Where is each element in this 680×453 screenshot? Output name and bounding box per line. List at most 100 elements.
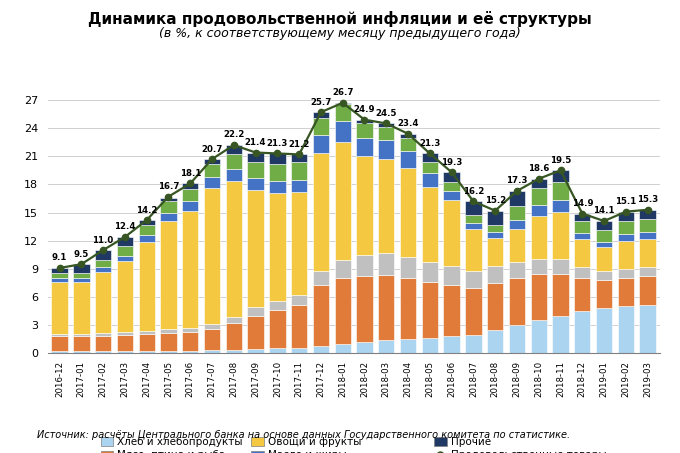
- Bar: [117, 256, 133, 261]
- Bar: [52, 273, 68, 278]
- Bar: [530, 188, 547, 205]
- Bar: [596, 308, 612, 353]
- Bar: [335, 278, 351, 344]
- Bar: [226, 181, 242, 317]
- Bar: [509, 220, 525, 230]
- Bar: [574, 221, 590, 233]
- Text: 21.4: 21.4: [245, 138, 267, 147]
- Bar: [52, 337, 68, 351]
- Bar: [443, 191, 460, 200]
- Bar: [596, 231, 612, 242]
- Text: 20.7: 20.7: [201, 145, 223, 154]
- Bar: [443, 182, 460, 191]
- Bar: [639, 304, 656, 353]
- Bar: [487, 330, 503, 353]
- Bar: [487, 238, 503, 266]
- Bar: [443, 200, 460, 266]
- Bar: [335, 260, 351, 278]
- Bar: [204, 159, 220, 164]
- Text: 26.7: 26.7: [332, 88, 354, 97]
- Bar: [269, 301, 286, 310]
- Bar: [487, 225, 503, 232]
- Text: 17.3: 17.3: [506, 177, 528, 185]
- Bar: [269, 181, 286, 193]
- Bar: [139, 331, 155, 333]
- Bar: [226, 169, 242, 181]
- Bar: [226, 145, 242, 154]
- Bar: [378, 123, 394, 127]
- Bar: [596, 242, 612, 247]
- Bar: [160, 201, 177, 212]
- Bar: [356, 255, 373, 276]
- Bar: [465, 223, 481, 228]
- Bar: [639, 267, 656, 276]
- Bar: [530, 274, 547, 321]
- Text: 21.3: 21.3: [267, 139, 288, 148]
- Text: 14.1: 14.1: [594, 207, 615, 216]
- Bar: [139, 225, 155, 235]
- Bar: [596, 280, 612, 308]
- Legend: Хлеб и хлебопродукты, Мясо, птица и рыба, Молочные продукты, Овощи и фрукты, Мас: Хлеб и хлебопродукты, Мясо, птица и рыба…: [101, 437, 607, 453]
- Bar: [465, 216, 481, 223]
- Bar: [443, 172, 460, 182]
- Bar: [226, 323, 242, 350]
- Bar: [530, 205, 547, 217]
- Bar: [269, 154, 286, 164]
- Bar: [574, 311, 590, 353]
- Bar: [422, 262, 438, 282]
- Bar: [204, 177, 220, 188]
- Bar: [182, 351, 199, 353]
- Bar: [574, 278, 590, 311]
- Bar: [313, 271, 329, 285]
- Text: Динамика продовольственной инфляции и её структуры: Динамика продовольственной инфляции и её…: [88, 11, 592, 27]
- Bar: [248, 190, 264, 307]
- Bar: [291, 180, 307, 192]
- Bar: [356, 138, 373, 156]
- Bar: [248, 153, 264, 162]
- Bar: [356, 123, 373, 138]
- Bar: [52, 282, 68, 333]
- Bar: [530, 321, 547, 353]
- Text: 16.2: 16.2: [462, 187, 484, 196]
- Bar: [160, 351, 177, 353]
- Text: 23.4: 23.4: [397, 119, 419, 128]
- Bar: [574, 239, 590, 267]
- Bar: [335, 104, 351, 120]
- Bar: [182, 201, 199, 211]
- Bar: [117, 237, 133, 246]
- Bar: [117, 261, 133, 332]
- Bar: [313, 346, 329, 353]
- Bar: [95, 333, 112, 336]
- Bar: [291, 162, 307, 180]
- Bar: [552, 274, 568, 316]
- Bar: [117, 351, 133, 353]
- Text: 14.9: 14.9: [571, 199, 593, 208]
- Bar: [335, 120, 351, 142]
- Bar: [443, 285, 460, 337]
- Bar: [95, 351, 112, 353]
- Bar: [226, 154, 242, 169]
- Bar: [160, 212, 177, 221]
- Bar: [248, 349, 264, 353]
- Bar: [530, 259, 547, 274]
- Bar: [160, 221, 177, 329]
- Bar: [313, 118, 329, 135]
- Bar: [509, 278, 525, 325]
- Bar: [509, 191, 525, 206]
- Bar: [291, 348, 307, 353]
- Text: 15.2: 15.2: [485, 196, 506, 205]
- Bar: [574, 267, 590, 278]
- Bar: [509, 206, 525, 220]
- Bar: [291, 295, 307, 305]
- Bar: [335, 142, 351, 260]
- Text: 24.5: 24.5: [375, 109, 397, 118]
- Text: 21.3: 21.3: [419, 139, 441, 148]
- Bar: [95, 267, 112, 272]
- Bar: [378, 159, 394, 253]
- Bar: [204, 164, 220, 177]
- Text: 25.7: 25.7: [310, 98, 332, 106]
- Bar: [596, 271, 612, 280]
- Text: 14.2: 14.2: [136, 206, 158, 215]
- Text: 12.4: 12.4: [114, 222, 136, 231]
- Bar: [422, 338, 438, 353]
